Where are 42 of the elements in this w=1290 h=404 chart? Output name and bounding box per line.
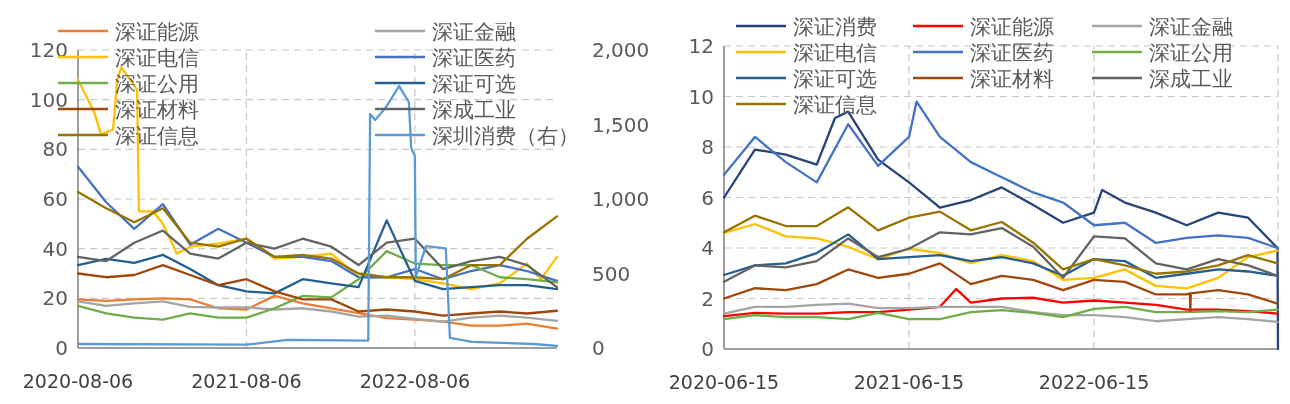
legend-label: 深证电信 xyxy=(793,41,877,65)
y2-tick-label: 1,000 xyxy=(592,187,650,211)
legend-label: 深证信息 xyxy=(793,93,877,117)
legend-label: 深证医药 xyxy=(432,46,516,70)
y-tick-label: 12 xyxy=(688,34,714,58)
x-tick-label: 2021-08-06 xyxy=(191,370,302,392)
x-tick-label: 2022-08-06 xyxy=(359,370,471,392)
y-tick-label: 60 xyxy=(42,187,68,211)
y2-tick-label: 2,000 xyxy=(592,38,650,62)
legend-label: 深证电信 xyxy=(115,46,199,70)
legend-label: 深证金融 xyxy=(1149,15,1233,39)
legend-label: 深证能源 xyxy=(970,15,1054,39)
x-tick-label: 2022-06-15 xyxy=(1038,371,1150,393)
y2-tick-label: 1,500 xyxy=(592,112,650,137)
y-tick-label: 20 xyxy=(42,286,68,311)
legend-label: 深证金融 xyxy=(432,20,516,44)
legend-label: 深证公用 xyxy=(1149,41,1233,65)
legend-label: 深证能源 xyxy=(115,20,199,44)
y2-tick-label: 500 xyxy=(592,261,631,286)
y-tick-label: 6 xyxy=(701,185,714,210)
legend-label: 深证消费 xyxy=(793,15,877,39)
x-tick-label: 2021-06-15 xyxy=(853,371,965,393)
y-tick-label: 0 xyxy=(701,337,714,361)
y-tick-label: 80 xyxy=(42,137,68,162)
y-tick-label: 4 xyxy=(701,236,714,260)
y-tick-label: 2 xyxy=(701,286,714,311)
legend-label: 深证材料 xyxy=(970,67,1054,91)
y-tick-label: 120 xyxy=(29,38,68,62)
legend-label: 深成工业 xyxy=(432,98,516,122)
legend-label: 深圳消费（右） xyxy=(432,124,579,148)
y2-tick-label: 0 xyxy=(592,336,605,360)
legend-label: 深证医药 xyxy=(970,41,1054,65)
y-tick-label: 0 xyxy=(55,336,68,360)
y-tick-label: 40 xyxy=(42,236,68,261)
legend-label: 深证可选 xyxy=(432,72,516,96)
y-tick-label: 100 xyxy=(29,87,68,112)
legend-label: 深证可选 xyxy=(793,67,877,91)
legend-label: 深成工业 xyxy=(1149,67,1233,91)
y-tick-label: 8 xyxy=(701,135,714,159)
x-tick-label: 2020-06-15 xyxy=(668,371,780,393)
x-tick-label: 2020-08-06 xyxy=(22,370,134,392)
y-tick-label: 10 xyxy=(688,84,714,109)
